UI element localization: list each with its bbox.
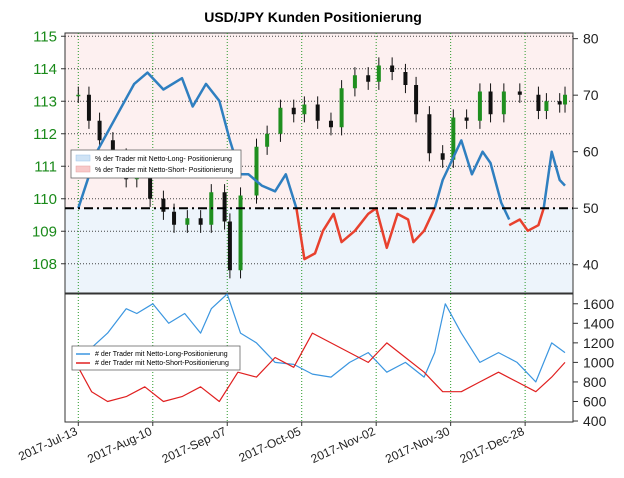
count-series-line <box>77 293 566 383</box>
candle-body <box>278 107 283 134</box>
percent-legend-box <box>70 149 242 179</box>
percent-legend: % der Trader mit Netto-Long- Positionier… <box>70 149 242 179</box>
candle-body <box>366 75 371 82</box>
candle-body <box>238 195 243 271</box>
percent-series-line <box>542 150 566 209</box>
candle-body <box>302 104 307 115</box>
candle-body <box>148 172 153 199</box>
percent-series-line <box>295 206 436 261</box>
price-tick-label: 115 <box>33 28 57 45</box>
candle-body <box>328 120 333 128</box>
candle-body <box>265 133 270 147</box>
candle-body <box>97 120 102 141</box>
count-series-line <box>77 332 566 403</box>
candle-body <box>352 75 357 89</box>
count-tick-label: 400 <box>583 413 607 429</box>
candle-body <box>501 91 506 115</box>
count-tick-label: 800 <box>583 374 607 390</box>
count-tick-label: 1000 <box>583 354 614 370</box>
candle-body <box>185 218 190 225</box>
candle-body <box>291 107 296 115</box>
count-legend: # der Trader mit Netto-Long-Positionieru… <box>71 345 241 371</box>
percent-tick-label: 60 <box>583 144 599 160</box>
candle-body <box>315 104 320 121</box>
percent-tick-label: 70 <box>583 87 599 103</box>
candle-body <box>536 94 541 111</box>
candle-body <box>254 146 259 196</box>
price-tick-label: 109 <box>32 223 57 240</box>
candle-body <box>451 117 456 160</box>
price-tick-label: 111 <box>34 158 57 175</box>
candle-body <box>557 101 562 105</box>
candle-body <box>227 221 232 271</box>
legend-swatch-long <box>75 154 91 162</box>
candle-body <box>161 198 166 212</box>
candle-body <box>198 218 203 225</box>
count-legend-box <box>71 345 241 371</box>
candle-body <box>403 72 408 85</box>
legend-label-long-count: # der Trader mit Netto-Long-Positionieru… <box>95 351 228 358</box>
legend-label-short: % der Trader mit Netto-Short- Positionie… <box>95 167 233 174</box>
price-panel: 108 109 110 111 112 113 114 115 40 50 60 70 80 % de… <box>32 28 599 294</box>
legend-swatch-short <box>75 165 91 173</box>
percent-tick-label: 40 <box>583 257 599 273</box>
candle-body <box>222 192 227 222</box>
candle-body <box>488 91 493 115</box>
candle-body <box>440 153 445 160</box>
percent-tick-label: 80 <box>583 31 599 47</box>
candle-body <box>76 94 81 97</box>
candle-body <box>86 94 91 121</box>
candle-body <box>376 65 381 82</box>
count-tick-label: 1200 <box>583 335 614 351</box>
percent-series-line <box>433 139 511 221</box>
legend-label-long: % der Trader mit Netto-Long- Positionier… <box>95 156 232 163</box>
price-tick-label: 113 <box>33 93 57 110</box>
candle-body <box>390 65 395 72</box>
candle-body <box>339 88 344 128</box>
percent-series-line <box>77 71 298 209</box>
candle-body <box>464 117 469 121</box>
trader-count-panel: 400 600 800 1000 1200 1400 1600 # der Trader m… <box>64 293 614 429</box>
price-tick-label: 114 <box>33 61 57 78</box>
chart-title: USD/JPY Kunden Positionierung <box>204 9 422 25</box>
count-tick-label: 1600 <box>583 296 614 312</box>
legend-label-short-count: # der Trader mit Netto-Short-Positionier… <box>95 360 229 367</box>
price-tick-label: 112 <box>33 126 57 143</box>
price-tick-label: 110 <box>33 191 57 208</box>
candle-body <box>563 94 568 105</box>
candle-body <box>544 101 549 111</box>
price-tick-label: 108 <box>32 256 57 273</box>
candle-body <box>517 91 522 95</box>
percent-tick-label: 50 <box>583 200 599 216</box>
candle-body <box>110 140 115 157</box>
percent-series-line <box>508 207 545 233</box>
candle-body <box>427 114 432 154</box>
candle-body <box>414 85 419 115</box>
count-tick-label: 600 <box>583 393 607 409</box>
count-tick-label: 1400 <box>583 315 614 331</box>
candle-body <box>477 91 482 121</box>
short-zone-background <box>65 208 573 293</box>
candle-body <box>172 211 177 225</box>
